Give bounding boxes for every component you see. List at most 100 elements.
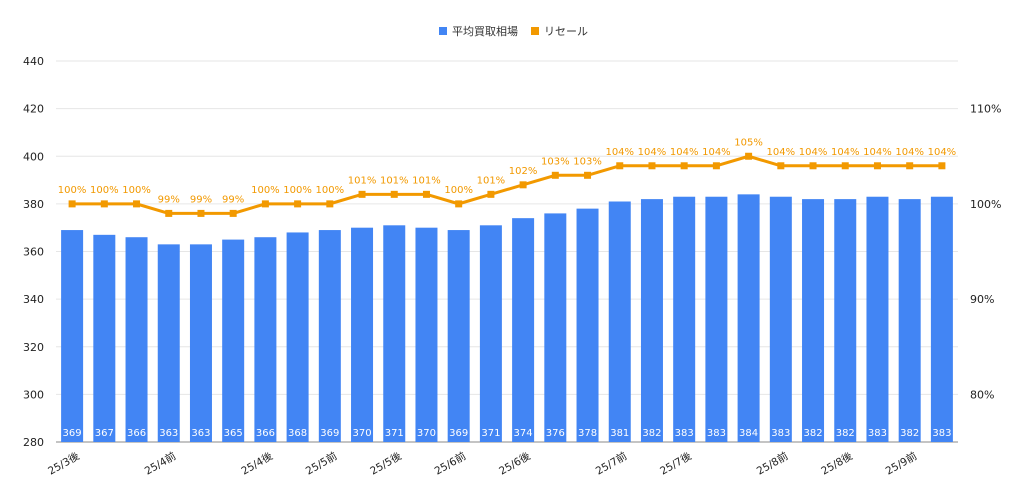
y-left-tick-label: 420: [23, 103, 44, 116]
bar: [125, 237, 148, 442]
x-tick-label: 25/7後: [658, 449, 694, 478]
bar: [415, 227, 438, 442]
legend-swatch-bar: [439, 27, 447, 35]
bar: [189, 244, 212, 442]
legend-label-bar: 平均買取相場: [452, 25, 518, 38]
resale-point: [133, 200, 141, 208]
y-left-tick-label: 400: [23, 150, 44, 163]
resale-value-label: 100%: [283, 185, 312, 196]
bar: [318, 230, 341, 442]
resale-point: [680, 162, 688, 170]
y-right-tick-label: 100%: [970, 198, 1001, 211]
resale-point: [294, 200, 302, 208]
bar-value-label: 378: [578, 428, 597, 439]
bar-value-label: 384: [739, 428, 758, 439]
line-layer: [68, 152, 946, 217]
y-left-tick-label: 440: [23, 55, 44, 68]
bar: [769, 196, 792, 442]
x-tick-label: 25/8前: [754, 449, 790, 477]
bar: [608, 201, 631, 442]
bar: [673, 196, 696, 442]
x-tick-label: 25/8後: [819, 449, 855, 478]
bar-value-label: 369: [320, 428, 339, 439]
bar-value-label: 365: [224, 428, 243, 439]
resale-value-label: 101%: [380, 175, 409, 186]
bar: [898, 199, 921, 442]
labels-layer: 369 367 366 363 363 365 366 368 369 370 371 370 369 3…: [58, 137, 956, 439]
resale-point: [519, 181, 527, 189]
resale-point: [455, 200, 463, 208]
bar-value-label: 382: [836, 428, 855, 439]
resale-point: [777, 162, 785, 170]
resale-point: [487, 190, 495, 198]
y-left-tick-label: 340: [23, 293, 44, 306]
bar-value-label: 369: [63, 428, 82, 439]
bar-value-label: 366: [256, 428, 275, 439]
resale-point: [648, 162, 656, 170]
resale-point: [809, 162, 817, 170]
resale-point: [326, 200, 334, 208]
bar: [447, 230, 470, 442]
y-right-tick-label: 80%: [970, 388, 994, 401]
resale-value-label: 103%: [573, 156, 602, 167]
bar-value-label: 371: [385, 428, 404, 439]
bar: [544, 213, 567, 442]
y-left-tick-label: 360: [23, 246, 44, 259]
bar-value-label: 382: [642, 428, 661, 439]
bar: [512, 218, 535, 442]
resale-point: [584, 171, 592, 179]
resale-value-label: 104%: [670, 147, 699, 158]
y-left-tick-label: 300: [23, 388, 44, 401]
bar: [866, 196, 889, 442]
bar: [834, 199, 857, 442]
resale-point: [616, 162, 624, 170]
bar-value-label: 376: [546, 428, 565, 439]
resale-value-label: 99%: [222, 194, 244, 205]
resale-value-label: 104%: [799, 147, 828, 158]
resale-value-label: 104%: [638, 147, 667, 158]
resale-value-label: 105%: [734, 137, 763, 148]
resale-point: [100, 200, 108, 208]
resale-point: [422, 190, 430, 198]
x-tick-label: 25/7前: [593, 449, 629, 477]
bar: [157, 244, 180, 442]
resale-point: [745, 152, 753, 160]
resale-value-label: 104%: [928, 147, 957, 158]
x-tick-label: 25/6前: [432, 449, 468, 477]
x-tick-label: 25/5前: [303, 449, 339, 477]
legend: 平均買取相場 リセール: [439, 25, 588, 38]
resale-value-label: 100%: [316, 185, 345, 196]
bar-value-label: 374: [514, 428, 533, 439]
resale-value-label: 101%: [412, 175, 441, 186]
bar-value-label: 381: [610, 428, 629, 439]
bar-value-label: 383: [868, 428, 887, 439]
resale-point: [551, 171, 559, 179]
resale-value-label: 104%: [831, 147, 860, 158]
bar: [254, 237, 277, 442]
bar: [640, 199, 663, 442]
bars-layer: [61, 194, 953, 442]
bar: [737, 194, 760, 442]
bar-value-label: 383: [675, 428, 694, 439]
legend-label-line: リセール: [544, 25, 588, 38]
resale-point: [358, 190, 366, 198]
resale-point: [390, 190, 398, 198]
bar: [351, 227, 374, 442]
resale-value-label: 102%: [509, 166, 538, 177]
x-tick-label: 25/3後: [46, 449, 82, 478]
bar-value-label: 370: [417, 428, 436, 439]
resale-point: [938, 162, 946, 170]
y-left-tick-label: 280: [23, 436, 44, 449]
resale-point: [229, 209, 237, 217]
resale-value-label: 104%: [863, 147, 892, 158]
y-right-tick-label: 90%: [970, 293, 994, 306]
bar: [93, 234, 116, 442]
bar-value-label: 363: [191, 428, 210, 439]
resale-value-label: 100%: [90, 185, 119, 196]
resale-value-label: 103%: [541, 156, 570, 167]
x-tick-label: 25/5後: [368, 449, 404, 478]
bar: [61, 230, 84, 442]
x-tick-label: 25/4前: [142, 449, 178, 477]
